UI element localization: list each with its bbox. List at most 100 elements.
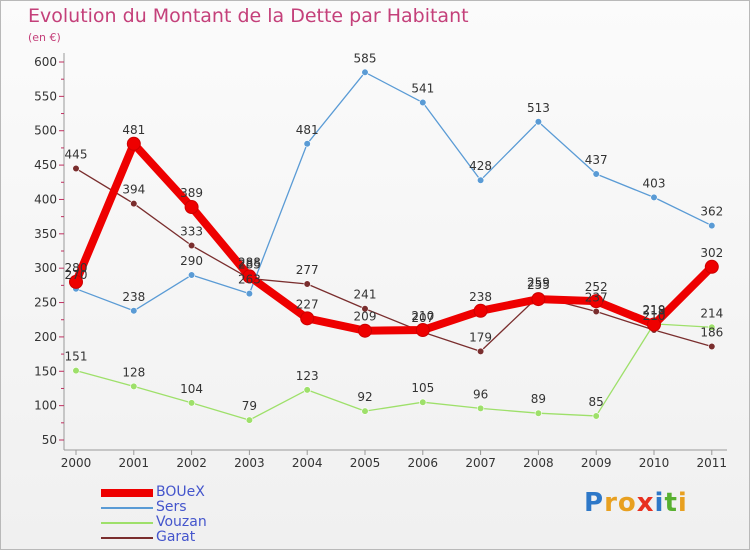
y-tick-label: 200 [34,330,57,344]
legend-label: Garat [156,529,196,545]
series-line-vouzan [75,323,713,421]
data-label: 252 [585,280,608,294]
data-label: 207 [411,311,434,325]
data-label: 541 [411,82,434,96]
data-label: 96 [473,387,488,401]
data-label: 241 [354,288,377,302]
y-tick-label: 450 [34,158,57,172]
y-tick-label: 600 [34,55,57,69]
series-line-sers [75,71,713,312]
data-point [704,259,719,274]
data-label: 255 [527,278,550,292]
logo-letter: o [617,488,637,518]
legend-swatch [101,537,153,539]
data-point [188,399,196,407]
y-tick-label: 550 [34,89,57,103]
legend-swatch [101,489,153,497]
data-label: 302 [700,246,723,260]
data-point [534,118,543,126]
data-point [361,305,369,313]
data-label: 290 [180,254,203,268]
logo-letter: r [604,488,618,518]
data-point [72,366,80,375]
y-tick-label: 250 [34,296,57,310]
data-label: 437 [585,153,608,167]
data-point [650,193,658,201]
data-label: 428 [469,159,492,173]
data-label: 105 [411,381,434,395]
x-tick-label: 2000 [61,456,92,470]
data-label: 128 [122,365,145,379]
data-point [534,409,543,417]
data-point [531,292,546,307]
x-tick-label: 2006 [408,456,439,470]
chart-subtitle: (en €) [28,31,61,44]
data-point [245,290,253,298]
data-point [477,176,485,184]
data-point [361,407,369,415]
data-label: 179 [469,330,492,344]
data-label: 288 [238,255,261,269]
data-label: 280 [65,261,88,275]
legend-label: Sers [156,499,187,515]
data-point [708,323,716,331]
data-point [130,307,138,315]
data-point [130,382,138,390]
legend-item: Vouzan [101,514,301,530]
data-point [708,342,716,351]
data-point [188,241,196,250]
data-point [477,347,485,355]
logo-letter: t [664,488,678,518]
data-point [592,170,600,178]
data-label: 237 [585,290,608,304]
data-label: 481 [122,123,145,137]
data-point [245,416,253,424]
data-point [415,323,430,338]
data-point [358,323,372,338]
data-label: 270 [65,268,88,282]
data-point [303,140,311,148]
y-tick-label: 400 [34,192,57,206]
x-tick-label: 2004 [292,456,323,470]
data-point [419,98,427,107]
data-label: 513 [527,101,550,115]
x-tick-label: 2011 [697,456,728,470]
logo-letter: P [584,488,605,518]
legend-label: Vouzan [156,514,207,530]
legend-item: Garat [101,529,301,545]
y-tick-label: 350 [34,227,57,241]
data-point [419,398,427,406]
y-tick-label: 150 [34,364,57,378]
data-label: 210 [411,309,434,323]
data-label: 210 [643,309,666,323]
data-label: 389 [180,186,203,200]
data-label: 445 [65,148,88,162]
data-label: 214 [700,306,723,320]
logo-letter: i [677,488,688,518]
data-label: 259 [527,275,550,289]
legend-swatch [101,507,153,509]
logo-letter: x [636,488,655,518]
data-point [303,280,311,288]
data-label: 362 [700,205,723,219]
data-point [708,221,716,230]
data-label: 333 [180,225,203,239]
data-label: 585 [354,51,377,65]
data-label: 92 [357,390,372,404]
y-tick-label: 300 [34,261,57,275]
data-point [303,386,311,394]
data-label: 238 [469,290,492,304]
y-tick-label: 50 [42,433,57,447]
chart-title: Evolution du Montant de la Dette par Hab… [28,5,469,27]
data-point [361,68,369,76]
data-label: 238 [122,290,145,304]
data-label: 218 [643,304,666,318]
y-tick-label: 500 [34,124,57,138]
data-point [69,274,83,289]
data-point [592,307,600,316]
data-point [72,164,80,173]
data-label: 89 [531,392,546,406]
data-point [589,294,604,309]
